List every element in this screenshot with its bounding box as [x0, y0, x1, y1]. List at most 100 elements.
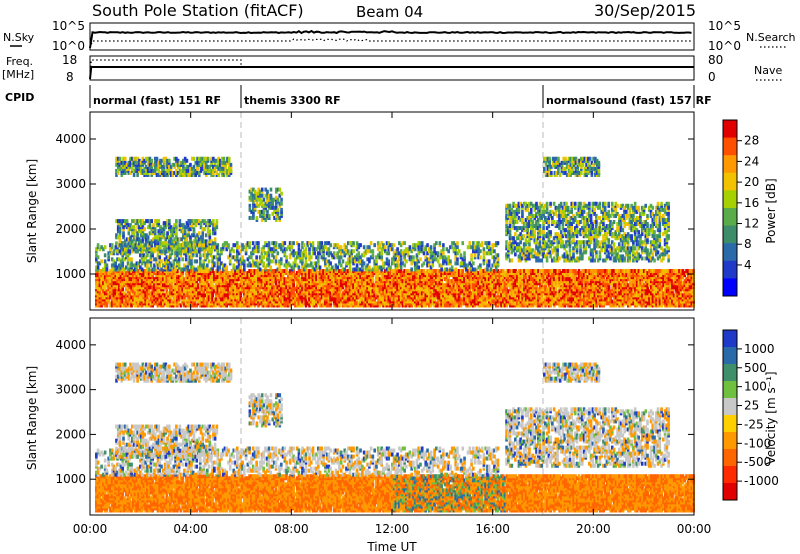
- power-cell: [265, 285, 269, 290]
- power-cell: [332, 297, 336, 302]
- power-cell: [227, 287, 230, 292]
- power-cell: [396, 289, 399, 294]
- power-cell: [331, 283, 334, 288]
- power-cell: [343, 277, 347, 282]
- power-cell: [665, 293, 669, 298]
- power-cell: [309, 275, 313, 280]
- power-cell: [130, 281, 133, 286]
- power-cell: [620, 299, 623, 304]
- power-cell: [209, 295, 213, 300]
- power-cell: [96, 295, 100, 300]
- power-cell: [424, 301, 428, 306]
- power-cell: [486, 297, 489, 302]
- power-cell: [274, 283, 278, 288]
- power-cell: [325, 303, 329, 308]
- power-cell: [413, 291, 417, 296]
- power-cell: [332, 271, 336, 276]
- power-cell: [334, 285, 338, 290]
- power-cell: [308, 289, 311, 294]
- power-cell: [366, 303, 369, 308]
- power-cell: [98, 289, 102, 294]
- power-cell: [623, 287, 627, 292]
- power-cell: [503, 285, 507, 290]
- power-cell: [632, 287, 635, 292]
- power-cell: [272, 279, 276, 284]
- power-cell: [95, 293, 98, 298]
- power-cell: [177, 301, 181, 306]
- power-cell: [255, 275, 258, 280]
- power-cell: [583, 271, 586, 276]
- power-cell: [406, 297, 410, 302]
- power-cell: [332, 275, 336, 280]
- power-cell: [516, 289, 519, 294]
- power-cell: [459, 291, 463, 296]
- power-cell: [523, 277, 526, 282]
- power-cell: [348, 275, 352, 280]
- power-cell: [655, 279, 658, 284]
- power-cell: [235, 299, 239, 304]
- power-cell: [144, 301, 147, 306]
- power-cell: [116, 279, 119, 284]
- power-cell: [618, 291, 621, 296]
- power-cell: [521, 273, 524, 278]
- power-cell: [581, 273, 584, 278]
- power-cell: [628, 283, 632, 288]
- power-cell: [405, 269, 408, 274]
- power-cell: [202, 287, 206, 292]
- power-cell: [343, 279, 347, 284]
- power-cell: [507, 269, 510, 274]
- power-cell: [616, 269, 620, 274]
- power-cell: [290, 293, 294, 298]
- power-cell: [248, 303, 251, 308]
- power-cell: [186, 291, 190, 296]
- power-cell: [450, 303, 454, 308]
- power-cell: [417, 285, 421, 290]
- power-cell: [169, 295, 172, 300]
- power-cell: [126, 281, 130, 286]
- power-cell: [449, 283, 452, 288]
- power-cell: [489, 275, 493, 280]
- power-cell: [119, 269, 123, 274]
- power-cell: [561, 291, 565, 296]
- power-cell: [302, 297, 306, 302]
- power-cell: [588, 281, 591, 286]
- power-cell: [491, 291, 495, 296]
- power-cell: [137, 291, 140, 296]
- power-cell: [634, 275, 637, 280]
- power-cell: [667, 301, 671, 306]
- power-cell: [498, 301, 502, 306]
- power-cell: [468, 277, 472, 282]
- power-cell: [609, 271, 613, 276]
- power-cell: [509, 299, 512, 304]
- power-cell: [121, 299, 125, 304]
- power-cell: [195, 291, 199, 296]
- power-cell: [424, 283, 428, 288]
- power-cell: [142, 301, 146, 306]
- power-cell: [496, 295, 500, 300]
- power-cell: [350, 281, 354, 286]
- power-cell: [628, 277, 632, 282]
- power-cell: [186, 301, 190, 306]
- power-cell: [151, 295, 155, 300]
- power-cell: [176, 275, 179, 280]
- power-cell: [112, 297, 116, 302]
- power-cell: [327, 289, 331, 294]
- power-cell: [533, 293, 537, 298]
- power-cell: [133, 291, 137, 296]
- power-cell: [514, 279, 517, 284]
- power-cell: [211, 301, 214, 306]
- power-cell: [109, 295, 112, 300]
- power-cell: [225, 289, 228, 294]
- power-cell: [281, 279, 285, 284]
- power-cell: [198, 277, 202, 282]
- power-cell: [144, 277, 147, 282]
- power-cell: [431, 297, 435, 302]
- power-cell: [262, 277, 265, 282]
- power-cell: [288, 297, 292, 302]
- power-cell: [415, 287, 419, 292]
- power-cell: [223, 289, 227, 294]
- power-cell: [301, 271, 304, 276]
- power-cell: [530, 303, 533, 308]
- power-cell: [658, 277, 662, 282]
- power-cell: [302, 273, 306, 278]
